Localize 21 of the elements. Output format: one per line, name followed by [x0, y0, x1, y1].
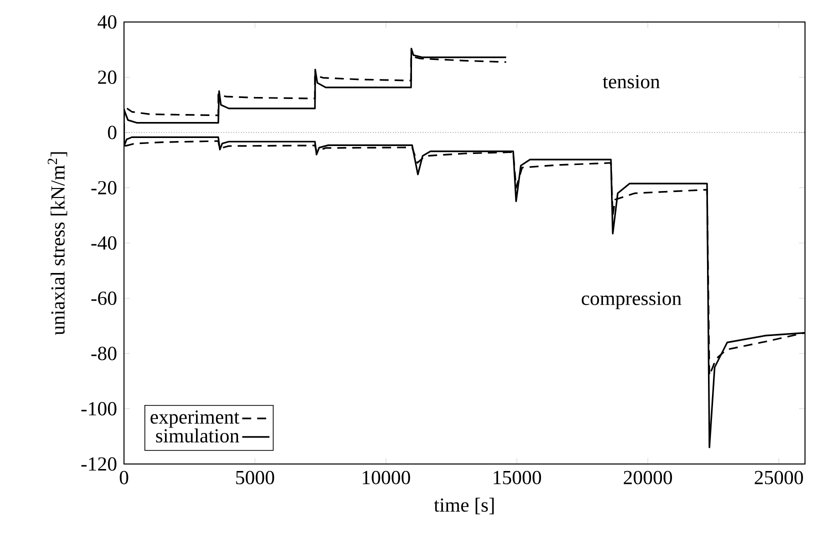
- legend-label: simulation: [156, 428, 240, 443]
- legend-label: experiment: [150, 410, 240, 428]
- x-tick-label: 15000: [494, 470, 542, 484]
- y-tick-label: 40: [98, 15, 116, 29]
- y-tick-label: 0: [108, 126, 116, 140]
- x-tick-label: 20000: [624, 470, 672, 484]
- y-tick-label: -40: [91, 236, 116, 250]
- x-tick-label: 0: [120, 470, 128, 484]
- x-tick-label: 5000: [236, 470, 274, 484]
- y-tick-label: -80: [91, 346, 116, 360]
- y-axis-title: uniaxial stress [kN/m$^{2}$]: [48, 152, 68, 336]
- x-tick-label: 25000: [754, 470, 803, 484]
- annotation: compression: [582, 292, 682, 310]
- y-tick-label: -120: [81, 457, 116, 471]
- y-tick-label: -20: [91, 181, 116, 194]
- y-tick-label: 20: [98, 70, 116, 84]
- annotation: tension: [602, 74, 660, 88]
- x-tick-label: 10000: [362, 470, 410, 484]
- y-tick-label: -60: [91, 292, 116, 305]
- x-axis-title: time [s]: [434, 498, 494, 514]
- y-tick-label: -100: [81, 402, 116, 416]
